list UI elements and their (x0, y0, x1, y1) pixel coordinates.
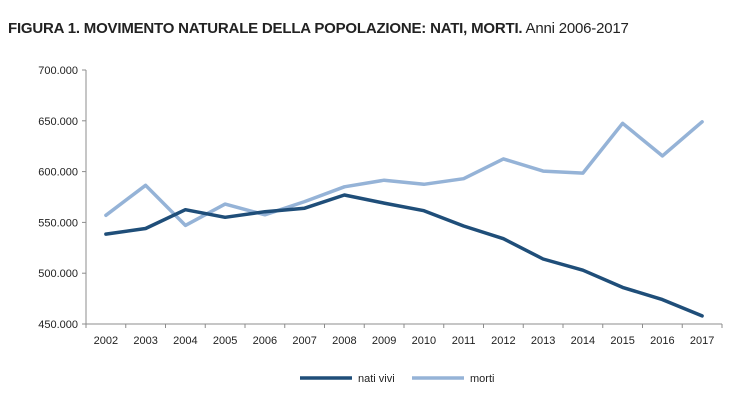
series-line-nati-vivi (104, 193, 704, 318)
y-tick-label: 600.000 (38, 167, 78, 179)
x-tick-label: 2013 (531, 335, 555, 347)
y-tick-label: 700.000 (38, 65, 78, 77)
y-tick-label: 550.000 (38, 217, 78, 229)
x-tick-label: 2005 (213, 335, 237, 347)
x-tick-label: 2010 (412, 335, 436, 347)
chart-title: FIGURA 1. MOVIMENTO NATURALE DELLA POPOL… (8, 20, 629, 37)
chart-legend: nati vivi morti (300, 373, 494, 385)
y-tick-label: 500.000 (38, 268, 78, 280)
legend-label: morti (470, 373, 494, 385)
x-tick-label: 2014 (571, 335, 595, 347)
x-tick-label: 2012 (491, 335, 515, 347)
x-tick-label: 2003 (133, 335, 157, 347)
x-tick-label: 2008 (332, 335, 356, 347)
x-tick-label: 2006 (253, 335, 277, 347)
x-tick-label: 2004 (173, 335, 197, 347)
x-tick-label: 2017 (690, 335, 714, 347)
y-tick-label: 450.000 (38, 319, 78, 331)
x-tick-label: 2009 (372, 335, 396, 347)
y-tick-label: 650.000 (38, 116, 78, 128)
chart-title-main: FIGURA 1. MOVIMENTO NATURALE DELLA POPOL… (8, 20, 523, 37)
x-tick-label: 2016 (650, 335, 674, 347)
x-tick-label: 2011 (452, 335, 476, 347)
legend-label: nati vivi (358, 373, 395, 385)
chart-title-years: Anni 2006-2017 (525, 20, 629, 37)
x-tick-label: 2002 (94, 335, 118, 347)
x-tick-label: 2007 (292, 335, 316, 347)
chart-series (104, 120, 704, 318)
chart-axes: 450.000 500.000 550.000 600.000 650.000 700.0… (38, 65, 723, 347)
x-tick-label: 2015 (610, 335, 634, 347)
